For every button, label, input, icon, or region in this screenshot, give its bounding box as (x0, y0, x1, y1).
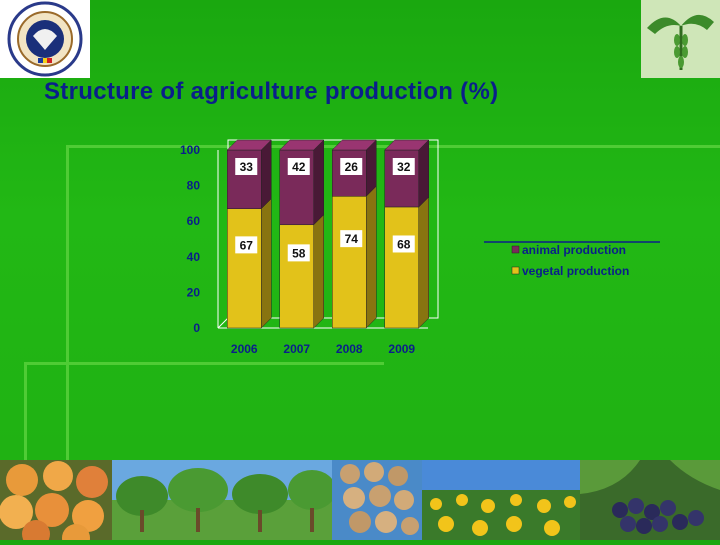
apricots-image (0, 460, 112, 540)
legend-swatch (511, 245, 520, 254)
data-label: 26 (345, 160, 359, 174)
sunflower-field-image (422, 460, 580, 540)
bar-side-vegetal (418, 196, 429, 329)
y-tick-label: 40 (187, 250, 201, 264)
y-tick-label: 60 (187, 214, 201, 228)
bar-side-vegetal (366, 185, 377, 329)
divider (24, 362, 384, 365)
data-label-box (392, 158, 415, 175)
y-tick-label: 0 (193, 321, 200, 335)
bar-side-animal (313, 139, 324, 226)
divider (66, 145, 69, 460)
plot-floor-edge (217, 317, 229, 329)
bar-top-face (384, 139, 430, 151)
ministry-seal-icon (0, 0, 90, 78)
data-label: 42 (292, 160, 306, 174)
bar-top-face (226, 139, 272, 151)
walnuts-image (332, 460, 422, 540)
bar-side-vegetal (313, 214, 324, 329)
data-label-box (235, 236, 258, 254)
bar-side-animal (418, 139, 429, 208)
bar-side-animal (261, 139, 272, 210)
data-label-box (340, 230, 363, 248)
data-label-box (287, 244, 310, 262)
wings-wheat-emblem-icon (641, 0, 720, 78)
orchard-image (112, 460, 332, 540)
x-tick-label: 2009 (388, 342, 415, 356)
bar-vegetal (332, 196, 367, 329)
data-label: 58 (292, 246, 306, 260)
y-tick-label: 100 (180, 143, 200, 157)
bar-vegetal (227, 208, 262, 329)
bar-vegetal (384, 206, 419, 329)
legend-entry: vegetal production (522, 264, 629, 278)
data-label: 68 (397, 237, 411, 251)
data-label-box (340, 158, 363, 175)
y-tick-label: 80 (187, 179, 201, 193)
grapes-image (580, 460, 720, 540)
data-label-box (235, 158, 258, 175)
divider (24, 362, 27, 460)
bar-side-vegetal (261, 198, 272, 329)
data-label-box (287, 158, 310, 175)
legend-entry: animal production (522, 243, 626, 257)
y-tick-label: 20 (187, 285, 201, 299)
data-label: 67 (240, 238, 254, 252)
legend-swatch (511, 266, 520, 275)
x-tick-label: 2006 (231, 342, 258, 356)
data-label: 33 (240, 160, 254, 174)
photo-strip (0, 460, 720, 540)
bar-top-face (331, 139, 377, 151)
bar-top-face (279, 139, 325, 151)
bar-vegetal (279, 224, 314, 329)
slide-title: Structure of agriculture production (%) (44, 78, 499, 105)
x-tick-label: 2008 (336, 342, 363, 356)
x-tick-label: 2007 (283, 342, 310, 356)
data-label: 74 (345, 232, 359, 246)
data-label: 32 (397, 160, 411, 174)
data-label-box (392, 235, 415, 253)
